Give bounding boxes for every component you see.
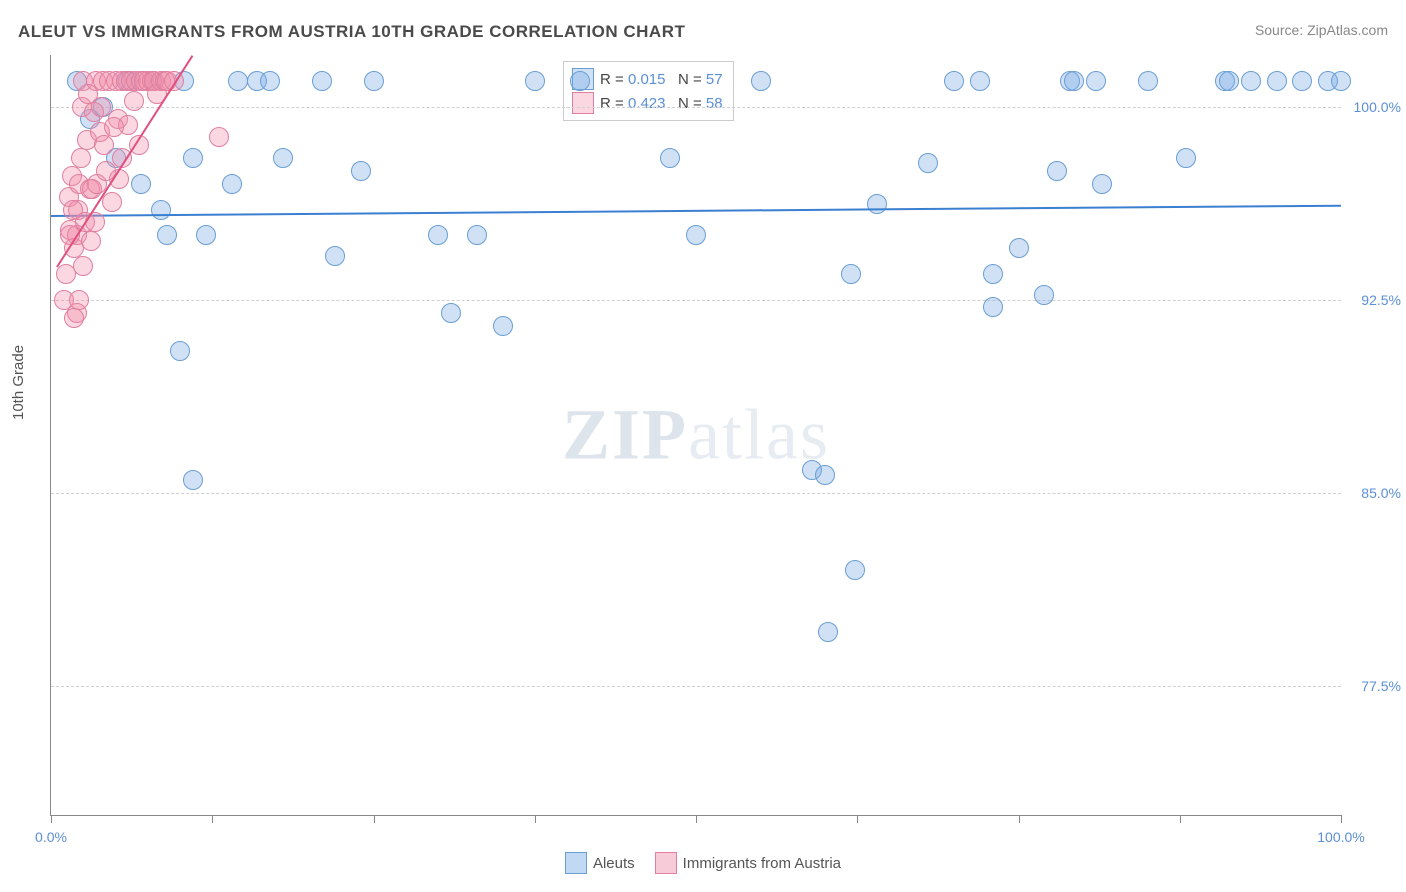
data-point bbox=[151, 200, 171, 220]
data-point bbox=[69, 290, 89, 310]
y-axis-label: 10th Grade bbox=[10, 345, 27, 420]
watermark: ZIPatlas bbox=[562, 394, 830, 477]
data-point bbox=[1176, 148, 1196, 168]
legend-row: R = 0.423 N = 58 bbox=[572, 92, 723, 114]
data-point bbox=[209, 127, 229, 147]
gridline bbox=[51, 493, 1341, 494]
series-legend: Aleuts Immigrants from Austria bbox=[0, 852, 1406, 874]
data-point bbox=[570, 71, 590, 91]
data-point bbox=[1138, 71, 1158, 91]
data-point bbox=[441, 303, 461, 323]
x-tick bbox=[1341, 815, 1342, 823]
y-tick-label: 92.5% bbox=[1361, 292, 1401, 308]
data-point bbox=[970, 71, 990, 91]
legend-item: Immigrants from Austria bbox=[655, 852, 841, 874]
x-tick bbox=[212, 815, 213, 823]
data-point bbox=[983, 297, 1003, 317]
x-tick bbox=[535, 815, 536, 823]
x-tick bbox=[857, 815, 858, 823]
data-point bbox=[1034, 285, 1054, 305]
data-point bbox=[73, 256, 93, 276]
data-point bbox=[1047, 161, 1067, 181]
data-point bbox=[1241, 71, 1261, 91]
x-tick bbox=[1019, 815, 1020, 823]
data-point bbox=[660, 148, 680, 168]
correlation-legend: R = 0.015 N = 57R = 0.423 N = 58 bbox=[563, 61, 734, 121]
data-point bbox=[815, 465, 835, 485]
data-point bbox=[228, 71, 248, 91]
data-point bbox=[81, 231, 101, 251]
data-point bbox=[351, 161, 371, 181]
data-point bbox=[493, 316, 513, 336]
data-point bbox=[196, 225, 216, 245]
data-point bbox=[1331, 71, 1351, 91]
data-point bbox=[1064, 71, 1084, 91]
data-point bbox=[102, 192, 122, 212]
data-point bbox=[170, 341, 190, 361]
data-point bbox=[428, 225, 448, 245]
x-tick bbox=[1180, 815, 1181, 823]
data-point bbox=[260, 71, 280, 91]
x-tick bbox=[51, 815, 52, 823]
source-label: Source: ZipAtlas.com bbox=[1255, 22, 1388, 38]
legend-item: Aleuts bbox=[565, 852, 635, 874]
legend-swatch bbox=[655, 852, 677, 874]
data-point bbox=[944, 71, 964, 91]
data-point bbox=[1292, 71, 1312, 91]
data-point bbox=[124, 91, 144, 111]
legend-swatch bbox=[565, 852, 587, 874]
data-point bbox=[64, 308, 84, 328]
data-point bbox=[1086, 71, 1106, 91]
data-point bbox=[841, 264, 861, 284]
scatter-plot: ZIPatlas R = 0.015 N = 57R = 0.423 N = 5… bbox=[50, 55, 1341, 816]
legend-swatch bbox=[572, 92, 594, 114]
x-tick bbox=[696, 815, 697, 823]
data-point bbox=[983, 264, 1003, 284]
data-point bbox=[131, 174, 151, 194]
data-point bbox=[63, 200, 83, 220]
y-tick-label: 77.5% bbox=[1361, 678, 1401, 694]
data-point bbox=[71, 148, 91, 168]
data-point bbox=[918, 153, 938, 173]
x-tick-label: 0.0% bbox=[35, 829, 67, 845]
data-point bbox=[94, 135, 114, 155]
chart-title: ALEUT VS IMMIGRANTS FROM AUSTRIA 10TH GR… bbox=[18, 22, 685, 42]
data-point bbox=[467, 225, 487, 245]
data-point bbox=[751, 71, 771, 91]
data-point bbox=[818, 622, 838, 642]
legend-label: Immigrants from Austria bbox=[683, 855, 841, 872]
y-tick-label: 100.0% bbox=[1354, 99, 1401, 115]
data-point bbox=[157, 225, 177, 245]
data-point bbox=[1092, 174, 1112, 194]
data-point bbox=[78, 84, 98, 104]
data-point bbox=[183, 470, 203, 490]
x-tick-label: 100.0% bbox=[1317, 829, 1364, 845]
data-point bbox=[104, 117, 124, 137]
data-point bbox=[222, 174, 242, 194]
data-point bbox=[325, 246, 345, 266]
data-point bbox=[1009, 238, 1029, 258]
gridline bbox=[51, 300, 1341, 301]
gridline bbox=[51, 107, 1341, 108]
data-point bbox=[867, 194, 887, 214]
data-point bbox=[1267, 71, 1287, 91]
trend-line bbox=[51, 204, 1341, 216]
data-point bbox=[183, 148, 203, 168]
legend-label: Aleuts bbox=[593, 855, 635, 872]
data-point bbox=[1219, 71, 1239, 91]
data-point bbox=[525, 71, 545, 91]
data-point bbox=[364, 71, 384, 91]
gridline bbox=[51, 686, 1341, 687]
x-tick bbox=[374, 815, 375, 823]
data-point bbox=[686, 225, 706, 245]
legend-row: R = 0.015 N = 57 bbox=[572, 68, 723, 90]
data-point bbox=[845, 560, 865, 580]
y-tick-label: 85.0% bbox=[1361, 485, 1401, 501]
data-point bbox=[312, 71, 332, 91]
data-point bbox=[273, 148, 293, 168]
